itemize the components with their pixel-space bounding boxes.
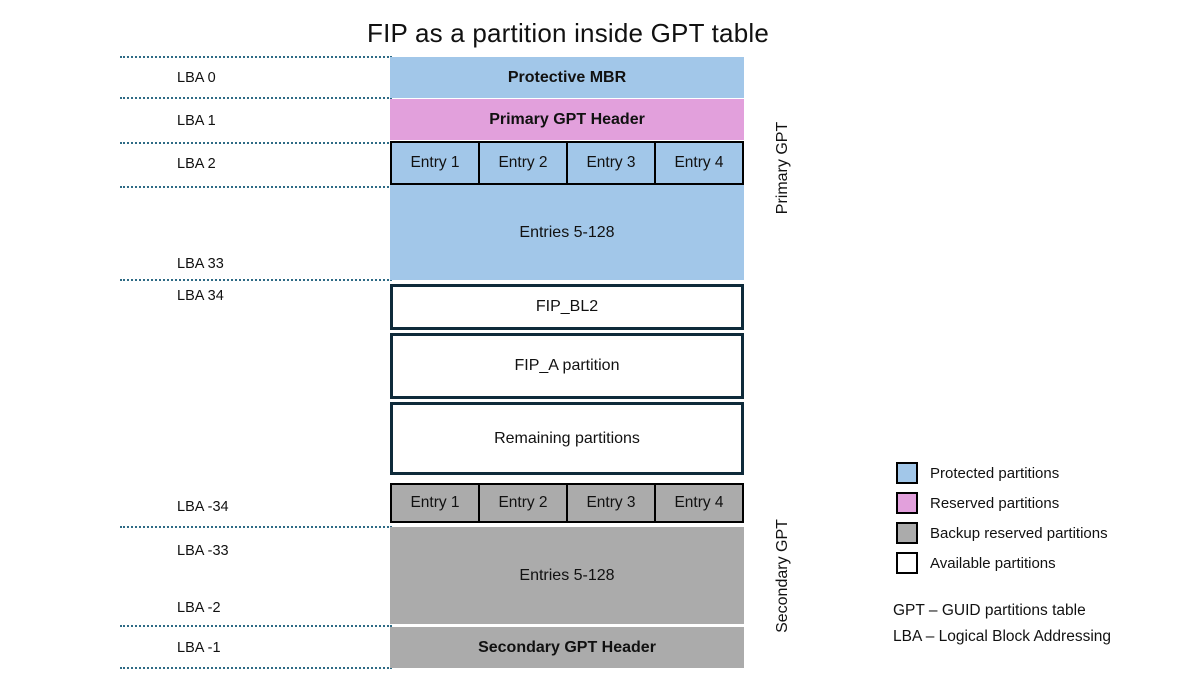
lba-label-0: LBA 0 [177, 70, 216, 86]
legend-label: Reserved partitions [930, 494, 1060, 512]
legend-label: Backup reserved partitions [930, 524, 1108, 542]
legend-item-reserved: Reserved partitions [896, 492, 1059, 514]
dotted-line [120, 186, 392, 188]
dotted-line [120, 56, 392, 58]
block-fip-bl2: FIP_BL2 [390, 284, 744, 330]
primary-entry-4: Entry 4 [656, 143, 742, 183]
gpt-abbreviation-note: GPT – GUID partitions table [893, 602, 1086, 619]
lba-abbreviation-note: LBA – Logical Block Addressing [893, 628, 1111, 645]
secondary-entry-2: Entry 2 [480, 485, 566, 521]
legend-item-available: Available partitions [896, 552, 1056, 574]
secondary-gpt-side-label: Secondary GPT [774, 519, 791, 633]
block-protective-mbr: Protective MBR [390, 57, 744, 98]
secondary-entry-1: Entry 1 [392, 485, 478, 521]
lba-label-neg1: LBA -1 [177, 640, 221, 656]
primary-entry-row: Entry 1 Entry 2 Entry 3 Entry 4 [390, 141, 744, 185]
reserved-color-swatch [896, 492, 918, 514]
lba-label-neg2: LBA -2 [177, 600, 221, 616]
legend-item-backup: Backup reserved partitions [896, 522, 1108, 544]
available-color-swatch [896, 552, 918, 574]
protected-color-swatch [896, 462, 918, 484]
secondary-entry-4: Entry 4 [656, 485, 742, 521]
primary-entry-3: Entry 3 [568, 143, 654, 183]
legend-item-protected: Protected partitions [896, 462, 1059, 484]
primary-gpt-side-label: Primary GPT [774, 121, 791, 215]
lba-label-34: LBA 34 [177, 288, 224, 304]
block-primary-gpt-header: Primary GPT Header [390, 99, 744, 140]
secondary-entry-row: Entry 1 Entry 2 Entry 3 Entry 4 [390, 483, 744, 523]
lba-label-2: LBA 2 [177, 156, 216, 172]
block-fip-a-partition: FIP_A partition [390, 333, 744, 399]
lba-label-1: LBA 1 [177, 113, 216, 129]
dotted-line [120, 142, 392, 144]
dotted-line [120, 667, 392, 669]
block-primary-entries-5-128: Entries 5-128 [390, 185, 744, 280]
block-secondary-gpt-header: Secondary GPT Header [390, 627, 744, 668]
lba-label-33: LBA 33 [177, 256, 224, 272]
lba-label-neg33: LBA -33 [177, 543, 229, 559]
block-secondary-entries-5-128: Entries 5-128 [390, 527, 744, 624]
backup-color-swatch [896, 522, 918, 544]
secondary-entry-3: Entry 3 [568, 485, 654, 521]
page-title: FIP as a partition inside GPT table [366, 18, 770, 48]
primary-entry-1: Entry 1 [392, 143, 478, 183]
primary-entry-2: Entry 2 [480, 143, 566, 183]
dotted-line [120, 97, 392, 99]
legend-label: Available partitions [930, 554, 1056, 572]
block-remaining-partitions: Remaining partitions [390, 402, 744, 475]
dotted-line [120, 279, 392, 281]
dotted-line [120, 625, 392, 627]
dotted-line [120, 526, 392, 528]
legend-label: Protected partitions [930, 464, 1060, 482]
lba-label-neg34: LBA -34 [177, 499, 229, 515]
